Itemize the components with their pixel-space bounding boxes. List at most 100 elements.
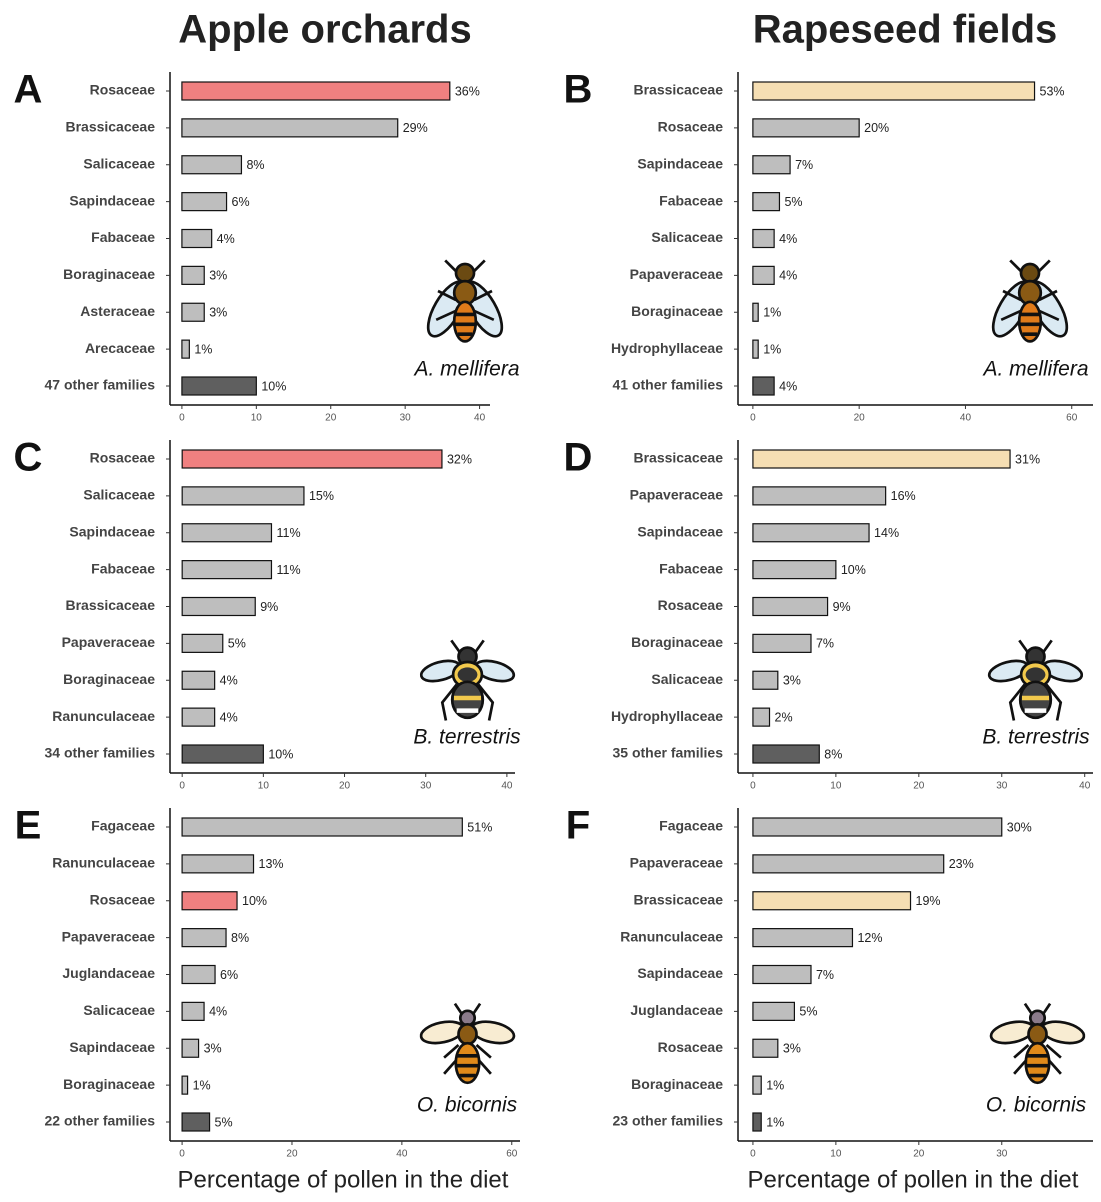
- value-label: 13%: [259, 857, 284, 871]
- value-label: 36%: [455, 84, 480, 98]
- x-tick-label: 40: [960, 413, 972, 424]
- category-label: Brassicaceae: [633, 450, 723, 466]
- bar: [181, 1038, 200, 1058]
- value-label: 31%: [1015, 452, 1040, 466]
- bar: [752, 560, 837, 580]
- bar: [181, 81, 451, 101]
- category-label: Boraginaceae: [631, 1076, 723, 1092]
- category-label: Sapindaceae: [69, 523, 155, 539]
- value-label: 3%: [209, 269, 227, 283]
- value-label: 10%: [268, 747, 293, 761]
- value-label: 4%: [209, 1005, 227, 1019]
- bar: [752, 928, 854, 948]
- bee-icon: [987, 640, 1084, 720]
- value-label: 4%: [779, 379, 797, 393]
- x-tick-label: 30: [400, 413, 412, 424]
- bar: [181, 302, 205, 322]
- category-label: Ranunculaceae: [620, 928, 723, 944]
- bar: [181, 596, 256, 617]
- bar: [181, 1001, 205, 1021]
- x-tick-label: 10: [251, 413, 263, 424]
- x-tick-label: 10: [830, 1149, 842, 1160]
- bar: [181, 376, 257, 396]
- bar: [752, 339, 759, 359]
- bar: [752, 376, 775, 396]
- panel-letter: E: [15, 804, 42, 848]
- category-label: Boraginaceae: [63, 266, 155, 282]
- x-tick-label: 20: [339, 781, 351, 792]
- bar: [181, 1075, 189, 1095]
- bee-icon: [419, 640, 516, 720]
- category-label: Ranunculaceae: [52, 708, 155, 724]
- category-label: Salicaceae: [83, 155, 155, 171]
- category-label: Arecaceae: [85, 340, 155, 356]
- x-tick-label: 0: [750, 781, 756, 792]
- category-label: Hydrophyllaceae: [611, 340, 723, 356]
- species-label: A. mellifera: [981, 358, 1088, 381]
- bar: [181, 1112, 211, 1132]
- category-label: Papaveraceae: [62, 928, 156, 944]
- value-label: 7%: [816, 968, 834, 982]
- x-tick-label: 60: [1066, 413, 1078, 424]
- bar: [181, 265, 205, 285]
- value-label: 6%: [232, 195, 250, 209]
- bar: [181, 118, 399, 138]
- bar: [181, 964, 216, 985]
- category-label: Brassicaceae: [65, 597, 155, 613]
- bar: [752, 596, 829, 617]
- category-label: Juglandaceae: [62, 965, 155, 981]
- bee-icon: [985, 258, 1075, 344]
- x-tick-label: 10: [830, 781, 842, 792]
- category-label: Rosaceae: [90, 891, 156, 907]
- value-label: 1%: [193, 1078, 211, 1092]
- column-title: Rapeseed fields: [753, 8, 1058, 52]
- value-label: 3%: [783, 1042, 801, 1056]
- category-label: Salicaceae: [651, 671, 723, 687]
- species-label: B. terrestris: [413, 726, 521, 749]
- value-label: 5%: [228, 637, 246, 651]
- panel-letter: F: [566, 804, 590, 848]
- category-label: Fabaceae: [91, 560, 155, 576]
- panel-letter: A: [14, 68, 43, 112]
- bar: [752, 449, 1011, 469]
- x-tick-label: 10: [258, 781, 270, 792]
- value-label: 3%: [204, 1042, 222, 1056]
- panel-letter: C: [14, 436, 43, 480]
- value-label: 6%: [220, 968, 238, 982]
- value-label: 1%: [763, 342, 781, 356]
- category-label: Fagaceae: [91, 818, 155, 834]
- category-label: Rosaceae: [90, 82, 156, 98]
- x-tick-label: 30: [996, 1149, 1008, 1160]
- bar: [752, 265, 775, 285]
- category-label: Papaveraceae: [630, 487, 724, 503]
- value-label: 19%: [916, 894, 941, 908]
- category-label: Rosaceae: [658, 119, 724, 135]
- category-label: Boraginaceae: [631, 634, 723, 650]
- x-tick-label: 0: [179, 781, 185, 792]
- value-label: 7%: [795, 158, 813, 172]
- value-label: 2%: [775, 710, 793, 724]
- category-label: Fabaceae: [659, 560, 723, 576]
- bar: [752, 155, 791, 175]
- category-label: 35 other families: [613, 745, 724, 761]
- value-label: 30%: [1007, 820, 1032, 834]
- category-label: Ranunculaceae: [52, 855, 155, 871]
- bee-icon: [420, 258, 510, 344]
- bar: [181, 155, 243, 175]
- value-label: 14%: [874, 526, 899, 540]
- category-label: Brassicaceae: [633, 891, 723, 907]
- category-label: Sapindaceae: [69, 192, 155, 208]
- value-label: 51%: [467, 820, 492, 834]
- bar: [752, 817, 1003, 837]
- panel-letter: D: [564, 436, 593, 480]
- value-label: 1%: [194, 342, 212, 356]
- value-label: 10%: [841, 563, 866, 577]
- bar: [181, 486, 305, 506]
- x-tick-label: 20: [286, 1149, 298, 1160]
- bar: [181, 633, 224, 653]
- column-title: Apple orchards: [178, 8, 471, 52]
- value-label: 3%: [783, 674, 801, 688]
- bar: [181, 744, 264, 764]
- bar: [181, 891, 238, 911]
